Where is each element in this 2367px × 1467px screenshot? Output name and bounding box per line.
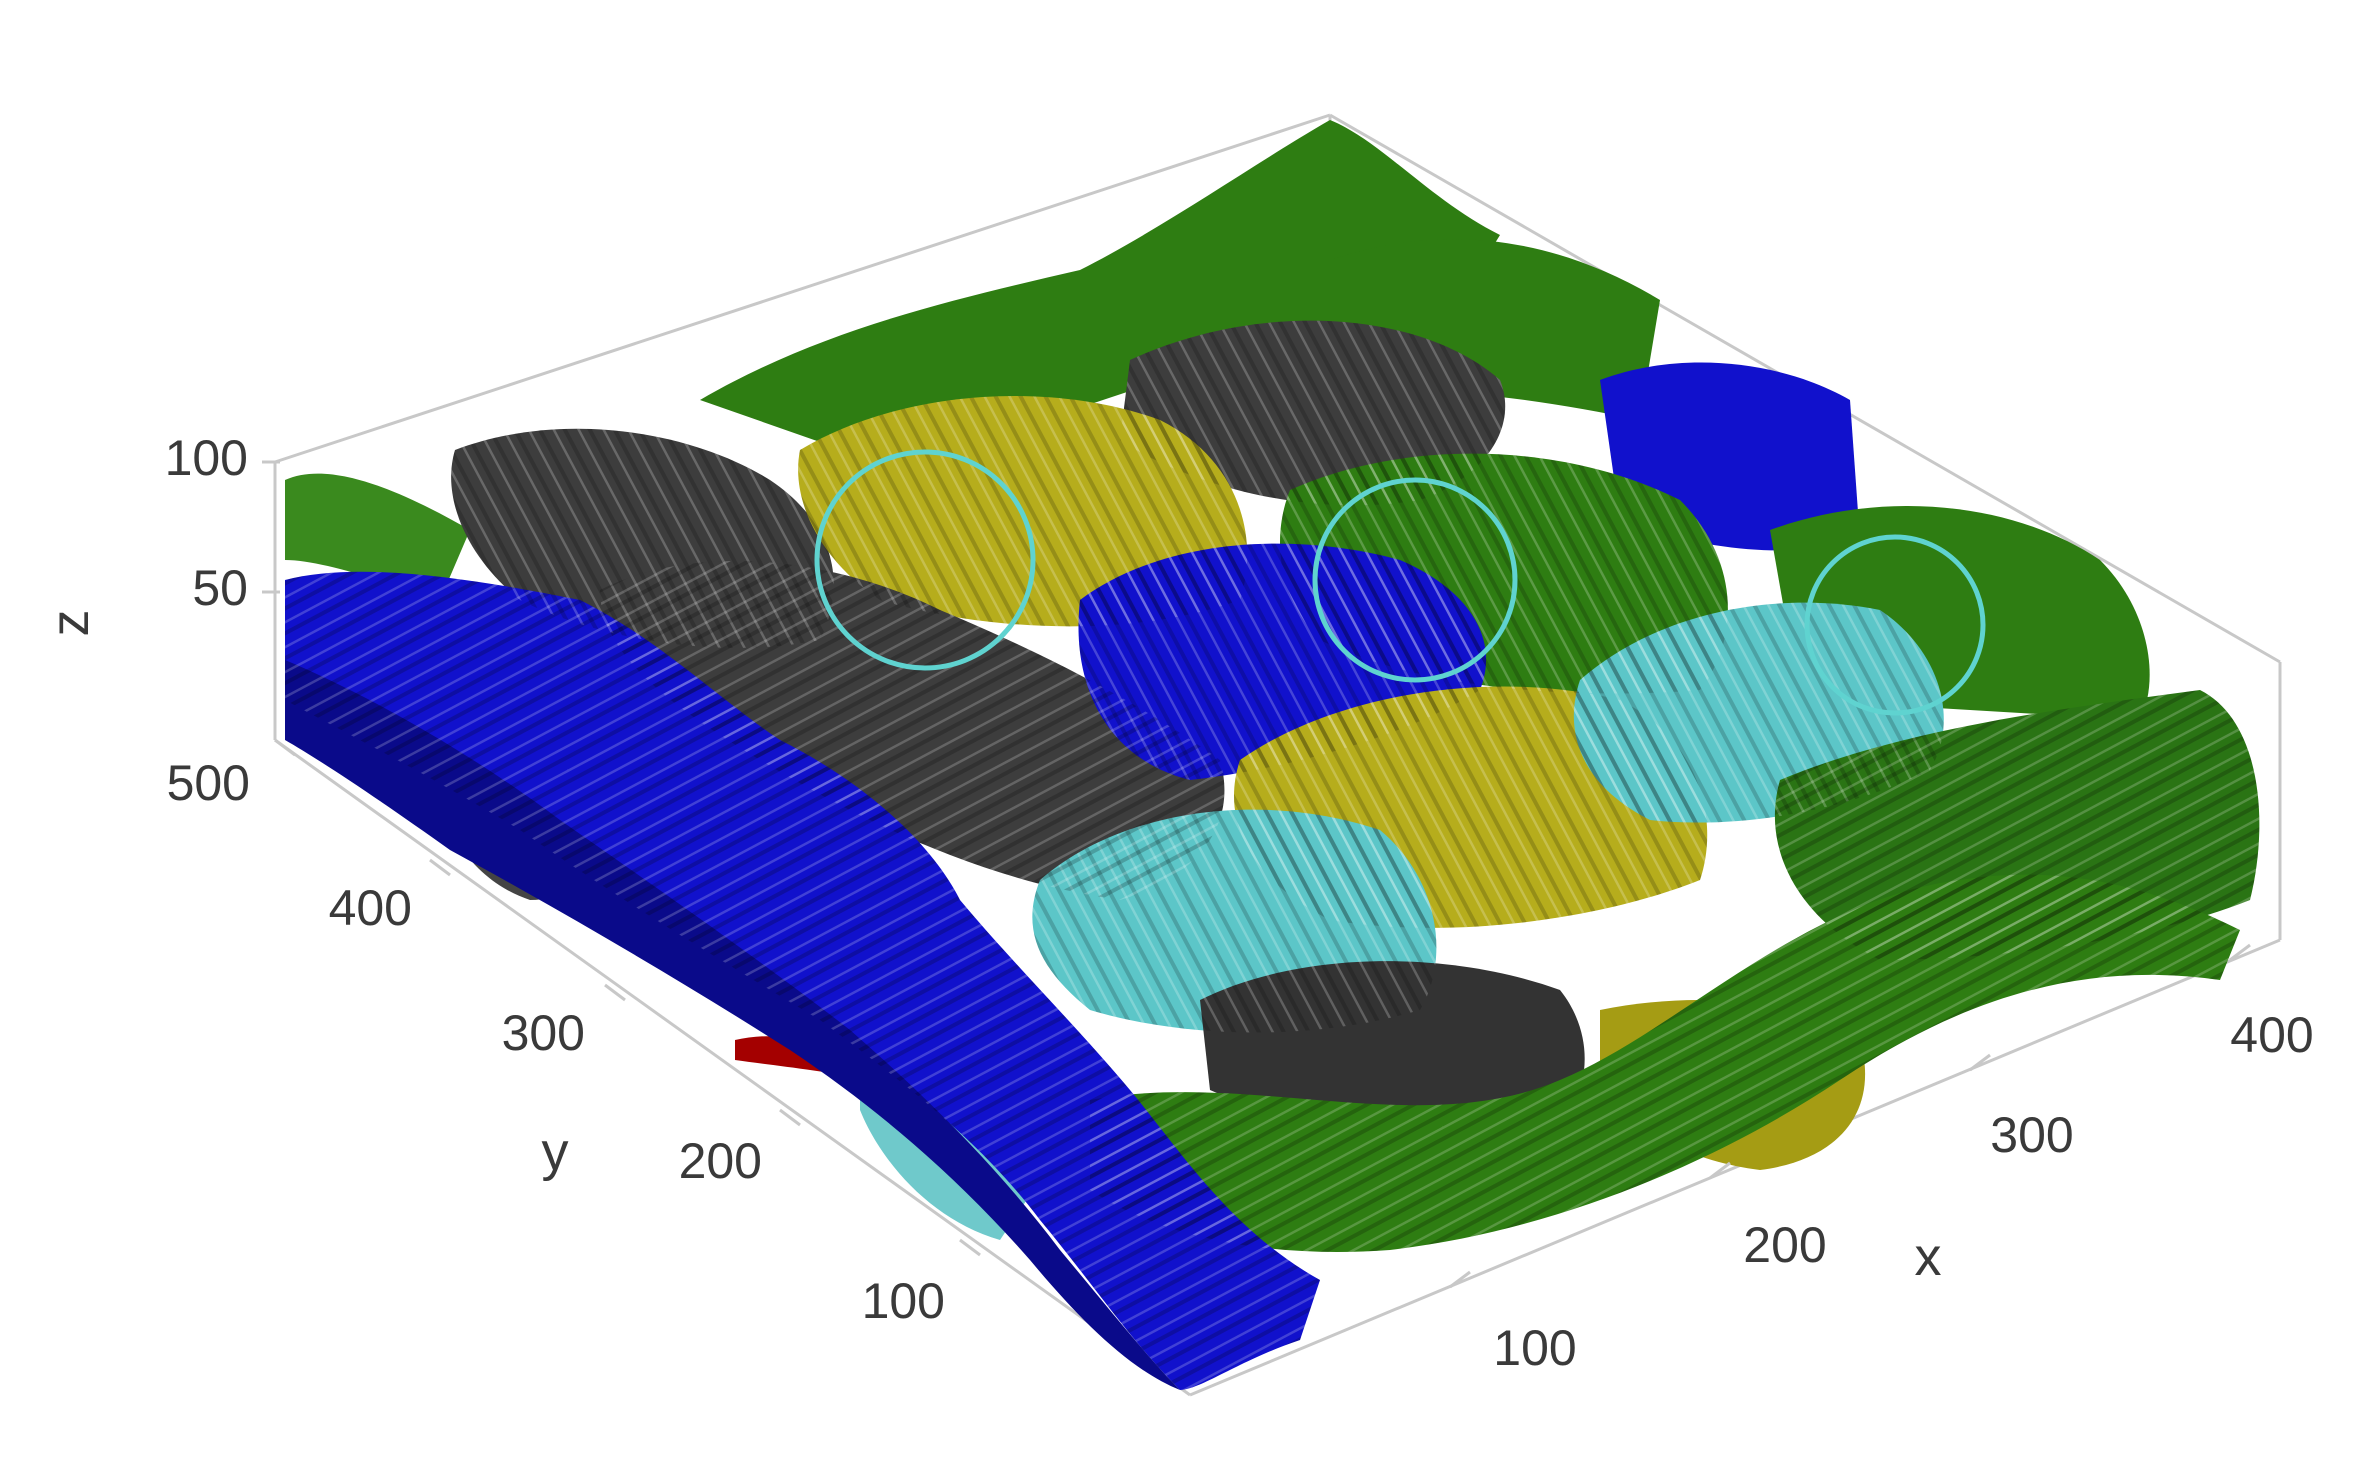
z-axis-label: z (40, 610, 100, 637)
y-axis-label: y (542, 1122, 569, 1182)
bounding-box (273, 113, 2282, 1397)
y-tick-label: 500 (167, 755, 250, 811)
x-tick-label: 200 (1743, 1217, 1826, 1273)
z-axis (262, 460, 280, 594)
highlight-circle-1 (814, 449, 1036, 671)
z-tick-label: 100 (165, 430, 248, 486)
left-green-fringe (285, 473, 470, 600)
back-green-yarn (700, 120, 1500, 470)
y-tick-label: 300 (502, 1005, 585, 1061)
y-tick-label: 200 (679, 1133, 762, 1189)
x-axis-ticks (1449, 943, 2251, 1289)
x-tick-label: 400 (2230, 1007, 2313, 1063)
x-tick-label: 100 (1493, 1320, 1576, 1376)
y-axis-ticks (274, 738, 981, 1257)
y-tick-label: 400 (329, 880, 412, 936)
highlight-circle-2 (1312, 477, 1518, 683)
highlight-circles (814, 449, 1986, 716)
x-axis-label: x (1915, 1227, 1942, 1287)
highlight-circle-3 (1804, 534, 1986, 716)
weave-body (285, 120, 2260, 1390)
z-tick-label: 50 (192, 560, 248, 616)
blue-yarn-front-wave-shadow (285, 660, 1180, 1390)
fiber-texture (285, 320, 2260, 1390)
y-tick-label: 100 (862, 1273, 945, 1329)
x-tick-label: 300 (1990, 1107, 2073, 1163)
